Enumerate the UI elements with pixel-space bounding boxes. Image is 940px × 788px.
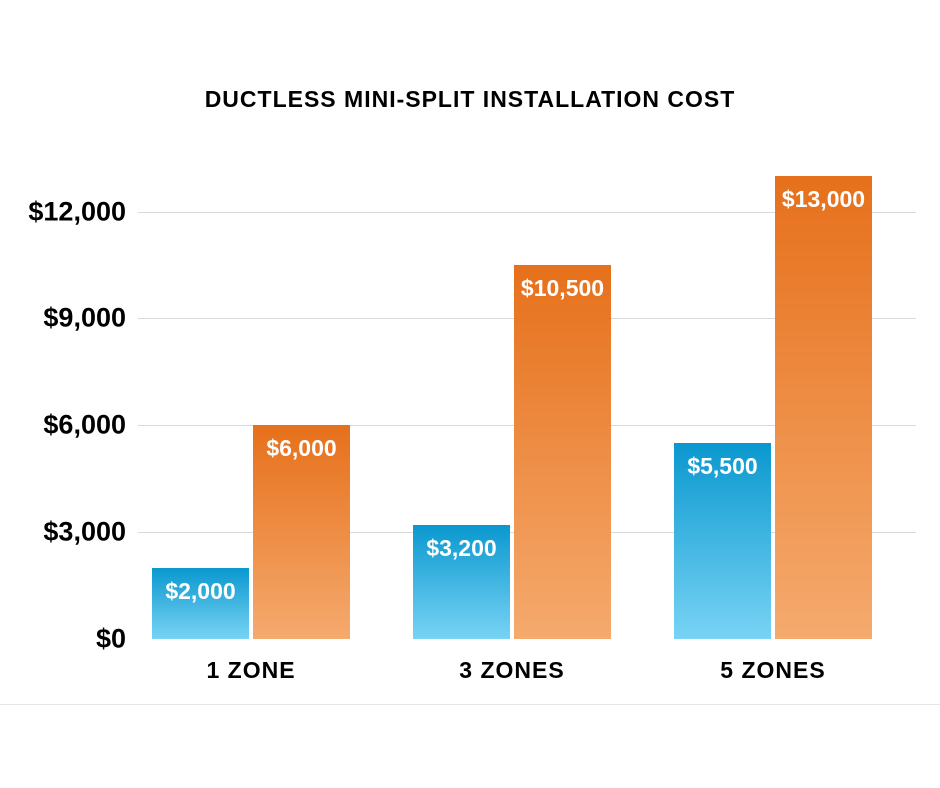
y-axis-tick-label: $9,000: [43, 303, 126, 334]
bar-value-label: $2,000: [165, 578, 235, 605]
bar-high: $13,000: [775, 176, 872, 639]
x-axis-category-label: 3 ZONES: [459, 657, 564, 684]
bar-value-label: $10,500: [521, 275, 604, 302]
y-axis-tick-label: $6,000: [43, 410, 126, 441]
chart-title: DUCTLESS MINI-SPLIT INSTALLATION COST: [0, 86, 940, 113]
y-axis-tick-label: $3,000: [43, 517, 126, 548]
bar-low: $3,200: [413, 525, 510, 639]
bar-high: $6,000: [253, 425, 350, 639]
bar-value-label: $5,500: [687, 453, 757, 480]
bar-value-label: $6,000: [266, 435, 336, 462]
plot-area: $0$3,000$6,000$9,000$12,000$2,000$6,0001…: [138, 176, 916, 639]
bar-value-label: $13,000: [782, 186, 865, 213]
chart-container: DUCTLESS MINI-SPLIT INSTALLATION COST $0…: [0, 0, 940, 788]
bar-high: $10,500: [514, 265, 611, 639]
bar-value-label: $3,200: [426, 535, 496, 562]
y-axis-tick-label: $12,000: [28, 196, 126, 227]
bar-low: $5,500: [674, 443, 771, 639]
y-axis-tick-label: $0: [96, 624, 126, 655]
bottom-divider: [0, 704, 940, 705]
x-axis-category-label: 5 ZONES: [720, 657, 825, 684]
x-axis-category-label: 1 ZONE: [206, 657, 295, 684]
bar-low: $2,000: [152, 568, 249, 639]
